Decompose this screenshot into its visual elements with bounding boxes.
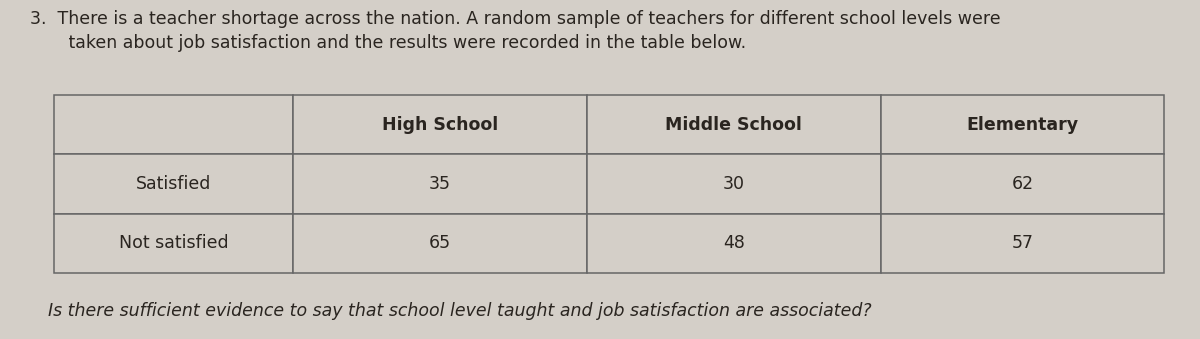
Bar <box>881 95 1164 154</box>
Text: 57: 57 <box>1012 234 1033 252</box>
Text: 62: 62 <box>1012 175 1033 193</box>
Text: Not satisfied: Not satisfied <box>119 234 228 252</box>
Text: 30: 30 <box>722 175 745 193</box>
Bar <box>54 95 293 154</box>
Bar <box>587 214 881 273</box>
Bar <box>54 154 293 214</box>
Text: 35: 35 <box>428 175 451 193</box>
Text: Elementary: Elementary <box>966 116 1079 134</box>
Text: High School: High School <box>382 116 498 134</box>
Text: 65: 65 <box>428 234 451 252</box>
Bar <box>881 154 1164 214</box>
Bar <box>54 214 293 273</box>
Text: 48: 48 <box>722 234 745 252</box>
Bar <box>293 214 587 273</box>
Text: Middle School: Middle School <box>666 116 803 134</box>
Text: Is there sufficient evidence to say that school level taught and job satisfactio: Is there sufficient evidence to say that… <box>48 302 871 320</box>
Text: 3.  There is a teacher shortage across the nation. A random sample of teachers f: 3. There is a teacher shortage across th… <box>30 10 1001 52</box>
Bar <box>587 95 881 154</box>
Bar <box>587 154 881 214</box>
Bar <box>293 154 587 214</box>
Bar <box>881 214 1164 273</box>
Text: Satisfied: Satisfied <box>136 175 211 193</box>
Bar <box>293 95 587 154</box>
